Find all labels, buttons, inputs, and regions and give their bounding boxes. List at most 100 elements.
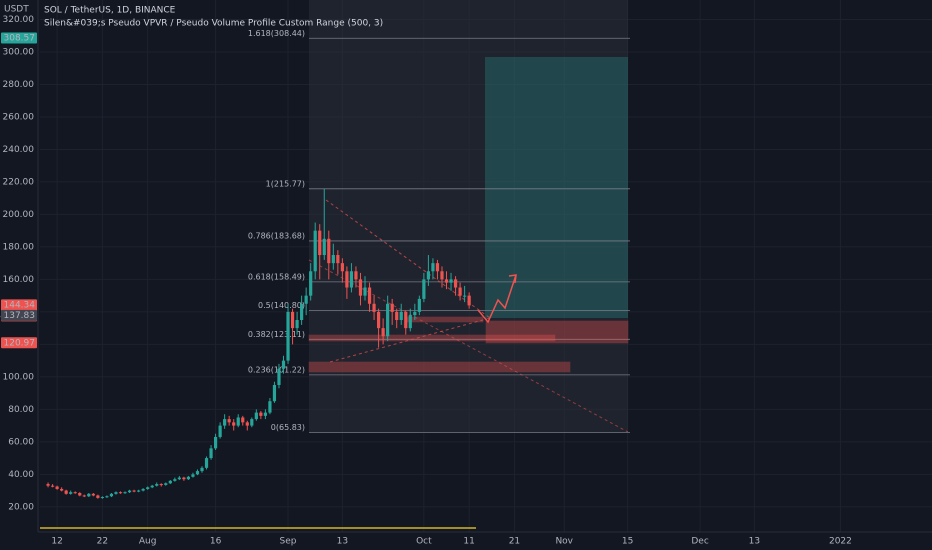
candle-body (245, 422, 249, 426)
x-tick-label: Sep (280, 537, 297, 547)
y-tick-label: 200.00 (3, 210, 35, 220)
fib-label: 0.618(158.49) (248, 272, 305, 281)
candle-body (399, 311, 403, 321)
candle-body (277, 368, 281, 385)
candle-body (290, 311, 295, 329)
candle-body (340, 263, 344, 272)
fib-label: 0.5(140.80) (258, 301, 305, 310)
candle-body (141, 488, 145, 491)
y-tick-label: 40.00 (8, 470, 34, 480)
fib-label: 1.618(308.44) (248, 29, 305, 38)
y-tick-label: 220.00 (3, 177, 35, 187)
candle-body (395, 311, 399, 321)
candle-body (322, 238, 326, 256)
candle-body (417, 298, 421, 312)
x-tick-label: 16 (210, 537, 222, 547)
x-tick-label: 12 (51, 537, 62, 547)
candle-body (55, 486, 59, 489)
candle-body (286, 311, 290, 361)
candle-body (114, 492, 118, 494)
candle-body (372, 303, 376, 312)
candle-body (64, 490, 68, 494)
candle-body (327, 238, 331, 264)
candle-body (195, 471, 200, 475)
candle-body (78, 493, 82, 496)
candle-body (46, 484, 50, 486)
candle-body (295, 320, 299, 329)
candle-body (123, 492, 127, 494)
candle-body (318, 230, 322, 256)
candle-body (73, 492, 77, 494)
candle-body (408, 315, 412, 329)
price-tag (1, 337, 37, 349)
y-tick-label: 260.00 (3, 112, 35, 122)
y-tick-label: 320.00 (3, 15, 35, 25)
candle-body (376, 311, 381, 329)
candle-body (331, 255, 335, 264)
candle-body (236, 417, 240, 426)
candle-body (223, 419, 227, 426)
candle-body (159, 484, 163, 486)
candle-body (177, 477, 181, 480)
candle-body (336, 255, 340, 264)
candle-body (150, 485, 154, 488)
fib-label: 0.236(101.22) (248, 365, 305, 374)
y-tick-label: 280.00 (3, 80, 35, 90)
candle-body (213, 436, 218, 449)
candle-body (349, 271, 354, 288)
y-tick-label: 300.00 (3, 47, 35, 57)
candle-body (300, 303, 304, 321)
candle-body (259, 412, 263, 416)
x-tick-label: 22 (97, 537, 108, 547)
candle-body (404, 311, 408, 329)
candle-body (100, 497, 104, 499)
candle-body (96, 495, 100, 498)
projection-zone (309, 0, 628, 432)
trend-line (325, 199, 491, 319)
price-tag (1, 32, 37, 44)
y-tick-label: 60.00 (8, 437, 34, 447)
candle-body (263, 412, 267, 416)
price-tag-label: 137.83 (4, 311, 36, 321)
candle-body (435, 263, 440, 272)
fib-label: 0.786(183.68) (248, 231, 305, 240)
candle-body (227, 419, 231, 423)
candle-body (358, 279, 363, 296)
candle-body (272, 384, 277, 402)
price-tag-label: 144.34 (4, 300, 36, 310)
price-tag (1, 309, 37, 321)
candle-body (381, 328, 385, 337)
candle-body (444, 279, 449, 283)
x-tick-label: 15 (622, 537, 633, 547)
candle-body (467, 295, 471, 306)
candle-body (127, 490, 132, 493)
candle-body (182, 477, 186, 480)
y-tick-label: 180.00 (3, 242, 35, 252)
candle-body (200, 467, 204, 472)
price-tag-label: 308.57 (4, 34, 36, 44)
candle-body (390, 303, 394, 312)
y-tick-label: 20.00 (8, 502, 34, 512)
x-tick-label: 13 (337, 537, 348, 547)
candle-body (413, 311, 417, 316)
x-tick-label: Oct (416, 537, 432, 547)
axes: 20.0040.0060.0080.00100.00120.00140.0016… (0, 15, 852, 547)
x-tick-label: 11 (463, 537, 474, 547)
candles (46, 188, 471, 499)
arrow-head (508, 274, 517, 284)
candle-body (386, 303, 390, 337)
candle-body (241, 417, 245, 423)
y-tick-label: 100.00 (3, 372, 35, 382)
candle-body (186, 476, 191, 480)
currency: USDT (4, 5, 29, 15)
y-tick-label: 80.00 (8, 405, 34, 415)
candle-body (60, 488, 64, 491)
candle-body (173, 479, 177, 481)
trend-line (329, 317, 491, 363)
candle-body (137, 490, 141, 492)
candle-body (209, 448, 213, 459)
x-tick-label: Aug (139, 537, 157, 547)
fib-label: 1(215.77) (266, 179, 305, 188)
candle-body (82, 495, 86, 497)
